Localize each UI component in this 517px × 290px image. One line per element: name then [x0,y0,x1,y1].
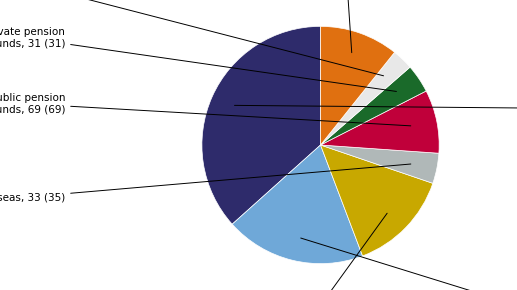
Text: Public pension
funds, 69 (69): Public pension funds, 69 (69) [0,93,410,126]
Wedge shape [321,52,410,145]
Text: BoJ, 112 (94): BoJ, 112 (94) [230,213,387,290]
Text: Overseas, 33 (35): Overseas, 33 (35) [0,164,411,203]
Text: Life and nonlife
insurance, 153
(157): Life and nonlife insurance, 153 (157) [301,238,517,290]
Wedge shape [321,91,439,153]
Wedge shape [202,26,321,224]
Text: Other, 85.8
(82.4): Other, 85.8 (82.4) [311,0,370,53]
Wedge shape [321,67,426,145]
Wedge shape [321,145,433,256]
Text: Households, 23 (24): Households, 23 (24) [0,0,384,76]
Wedge shape [232,145,362,264]
Text: Private pension
funds, 31 (31): Private pension funds, 31 (31) [0,27,397,91]
Wedge shape [321,145,439,183]
Text: Banks, 293
(315): Banks, 293 (315) [235,98,517,119]
Wedge shape [321,26,394,145]
